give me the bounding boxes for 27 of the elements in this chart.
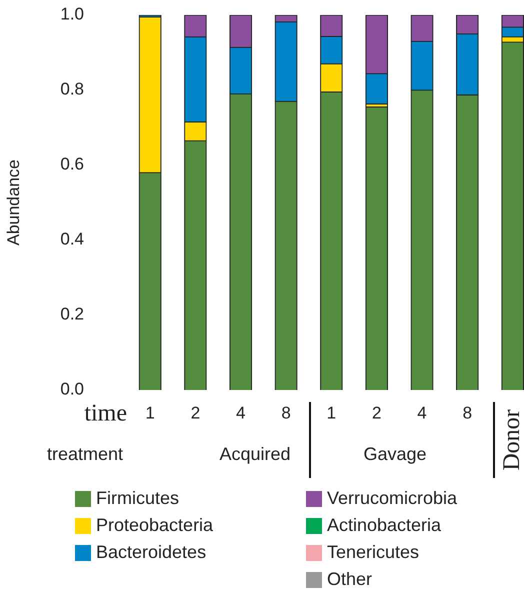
y-tick-label: 0.4 [60, 230, 84, 249]
x-tick-label: 2 [372, 404, 382, 423]
y-tick-label: 0.6 [60, 154, 84, 174]
legend-label: Proteobacteria [96, 515, 214, 536]
y-tick-label: 0.8 [60, 80, 84, 99]
x-tick-label: 8 [462, 404, 472, 423]
y-tick-label: 0.0 [60, 380, 84, 399]
x-axis-title: time [84, 400, 127, 426]
y-tick-label: 1.0 [60, 4, 84, 24]
text: treatment [46, 444, 124, 464]
legend-label: Bacteroidetes [96, 542, 206, 563]
x-tick-label: 1 [326, 404, 336, 423]
x-tick-label: 8 [281, 404, 291, 423]
x-tick-label: Donor [498, 409, 524, 471]
text: Acquired [219, 444, 291, 464]
x-tick-label: 2 [190, 404, 200, 423]
y-tick-label: 0.2 [60, 304, 84, 324]
x-tick-label: 4 [417, 404, 427, 423]
legend-label: Verrucomicrobia [327, 488, 458, 509]
legend-label: Actinobacteria [327, 515, 442, 536]
legend-label: Tenericutes [327, 542, 420, 563]
x-tick-label: 4 [236, 404, 246, 423]
legend-label: Other [327, 569, 372, 590]
text: Gavage [363, 444, 427, 464]
y-axis-title: Abundance [4, 159, 23, 246]
legend-label: Firmicutes [96, 488, 180, 509]
x-tick-label: 1 [145, 404, 155, 423]
